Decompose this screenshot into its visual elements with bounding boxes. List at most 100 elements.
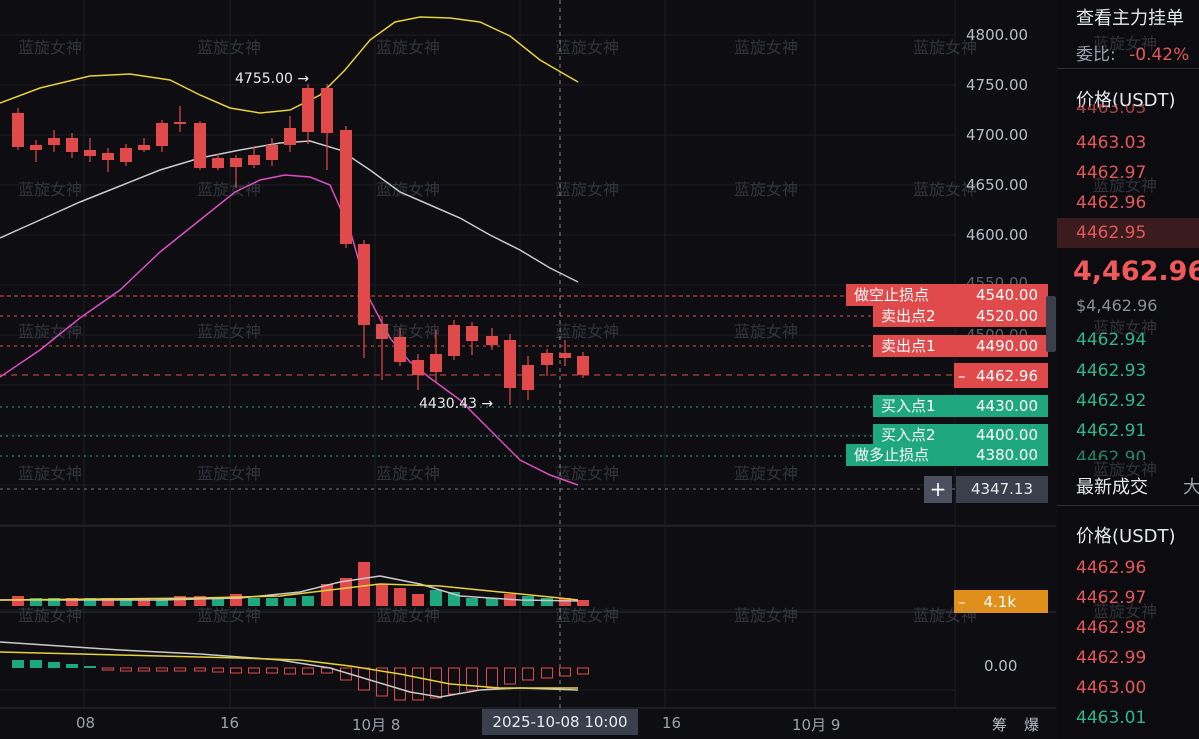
panel-collapse-handle[interactable] (1046, 296, 1056, 352)
bid-row[interactable]: 4462.92 (1076, 391, 1147, 411)
volume-bar (284, 598, 296, 606)
low-annotation: 4430.43 → (419, 396, 494, 412)
candle-body (394, 337, 406, 362)
level-name: 买入点2 (881, 426, 936, 444)
commission-text: 委比: (1076, 45, 1116, 65)
chart-canvas[interactable] (0, 0, 1056, 739)
candle-body (194, 123, 206, 168)
level-value: 4490.00 (975, 337, 1039, 355)
candle-body (48, 138, 60, 145)
volume-bar (120, 598, 132, 606)
level-name: 买入点1 (881, 397, 936, 415)
candle-body (12, 113, 24, 147)
ask-row[interactable]: 4463.03 (1076, 133, 1147, 153)
watermark: 蓝旋女神 (1093, 34, 1158, 53)
current-price-tag[interactable]: – 4462.96 (954, 363, 1048, 388)
watermark: 蓝旋女神 (734, 606, 799, 625)
watermark: 蓝旋女神 (555, 38, 620, 57)
ask-row[interactable]: 4462.97 (1076, 163, 1147, 183)
ma-yellow-line (0, 16, 579, 114)
candle-body (174, 122, 186, 124)
volume-bar (102, 598, 114, 606)
orderbook-title[interactable]: 查看主力挂单 (1076, 8, 1184, 29)
macd-bar (486, 667, 498, 689)
candle-body (504, 340, 516, 388)
liquidation-button[interactable]: 爆 (1024, 716, 1040, 734)
watermark: 蓝旋女神 (18, 38, 83, 57)
volume-bar (430, 590, 442, 606)
watermark: 蓝旋女神 (197, 38, 262, 57)
level-name: 卖出点2 (881, 307, 936, 325)
price-axis-label: 4600.00 (966, 226, 1029, 244)
price-axis-label: 4750.00 (966, 76, 1029, 94)
candle-body (466, 326, 478, 341)
bid-row-partial[interactable]: 4462.90 (1076, 448, 1147, 460)
macd-bar (394, 667, 406, 701)
volume-bar (559, 598, 571, 606)
trades-tab[interactable]: 大 (1183, 477, 1199, 498)
current-prefix: – (958, 366, 966, 385)
trade-row: 4462.99 (1076, 648, 1147, 668)
watermark: 蓝旋女神 (913, 180, 978, 199)
crosshair-date: 2025-10-08 10:00 (482, 709, 638, 735)
ask-row-partial[interactable]: 4463.03 (1076, 104, 1147, 118)
candle-body (302, 88, 314, 132)
ask-row[interactable]: 4462.96 (1076, 193, 1147, 213)
volume-bar (174, 596, 186, 606)
ma-white-line (0, 140, 579, 283)
macd-bar (84, 666, 96, 668)
volume-bar (30, 598, 42, 606)
macd-bar (522, 667, 534, 681)
volume-value: 4.1k (983, 592, 1017, 611)
watermark: 蓝旋女神 (18, 606, 83, 625)
trades-title[interactable]: 最新成交 (1076, 477, 1148, 498)
bid-row[interactable]: 4462.91 (1076, 421, 1147, 441)
watermark: 蓝旋女神 (1093, 602, 1158, 621)
macd-bar (138, 667, 150, 672)
macd-bar (174, 667, 186, 672)
candle-body (248, 155, 260, 165)
macd-bar (466, 667, 478, 691)
volume-bar (541, 598, 553, 606)
divider (1057, 505, 1199, 506)
watermark: 蓝旋女神 (734, 180, 799, 199)
candle-body (120, 148, 132, 162)
level-value: 4540.00 (975, 286, 1039, 304)
level-buy2[interactable]: 买入点2 4400.00 (873, 424, 1048, 446)
add-alert-button[interactable]: + (924, 476, 952, 503)
candle-body (102, 153, 114, 160)
volume-ma-yellow (0, 583, 579, 601)
candle-body (156, 123, 168, 146)
watermark: 蓝旋女神 (197, 464, 262, 483)
volume-bar (376, 584, 388, 606)
indicator-zero-label: 0.00 (984, 657, 1018, 675)
macd-line-white (0, 641, 579, 698)
commission-value: -0.42% (1129, 45, 1190, 65)
kline-chart[interactable]: 4800.00 4750.00 4700.00 4650.00 4600.00 … (0, 0, 1056, 739)
candle-body (577, 356, 589, 375)
ask-row[interactable]: 4462.95 (1076, 223, 1147, 243)
volume-bar (156, 598, 168, 606)
level-stop-long[interactable]: 做多止损点 4380.00 (846, 444, 1048, 466)
level-sell1[interactable]: 卖出点1 4490.00 (873, 335, 1048, 357)
chips-button[interactable]: 筹 (992, 716, 1008, 734)
macd-bar (430, 667, 442, 699)
bid-row[interactable]: 4462.93 (1076, 361, 1147, 381)
watermark: 蓝旋女神 (555, 606, 620, 625)
ma-pink-line (0, 174, 579, 486)
candle-body (486, 336, 498, 345)
orderbook-panel: 查看主力挂单 委比: -0.42% 价格(USDT) 4463.03 4463.… (1057, 0, 1199, 739)
candle-body (230, 158, 242, 167)
watermark: 蓝旋女神 (376, 180, 441, 199)
level-sell2[interactable]: 卖出点2 4520.00 (873, 305, 1048, 327)
watermark: 蓝旋女神 (913, 38, 978, 57)
trade-row: 4463.00 (1076, 678, 1147, 698)
bid-row[interactable]: 4462.94 (1076, 330, 1147, 350)
candle-body (321, 88, 333, 133)
level-stop-short[interactable]: 做空止损点 4540.00 (846, 284, 1048, 306)
crosshair-price-tag[interactable]: + 4347.13 (924, 476, 1048, 503)
level-buy1[interactable]: 买入点1 4430.00 (873, 395, 1048, 417)
candle-body (266, 145, 278, 160)
volume-prefix: – (958, 592, 966, 611)
ask-depth-bar (1057, 218, 1199, 248)
